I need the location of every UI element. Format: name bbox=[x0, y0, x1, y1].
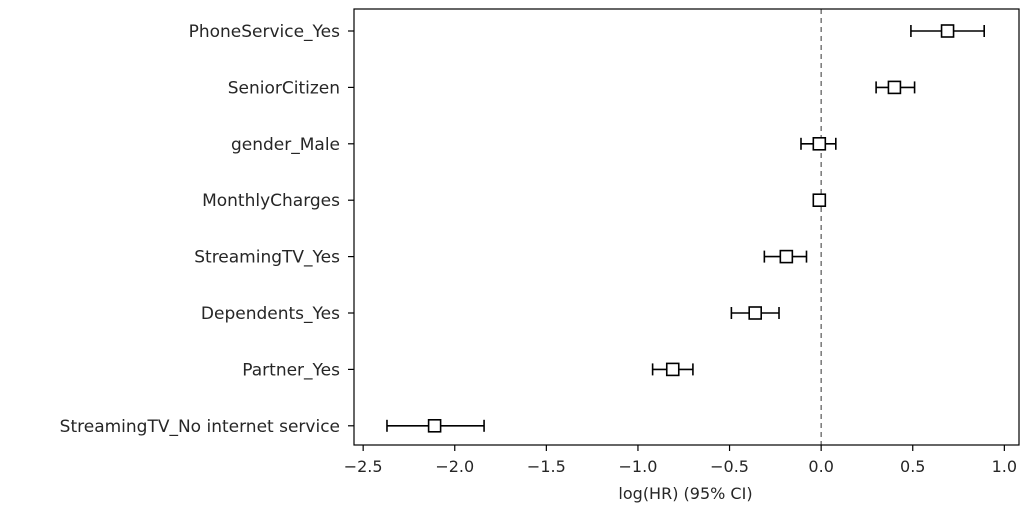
coefficient-marker bbox=[779, 249, 794, 264]
x-tick-label: −1.0 bbox=[619, 457, 658, 476]
coefficient-marker bbox=[812, 193, 827, 207]
y-tick-label: StreamingTV_No internet service bbox=[60, 417, 340, 437]
coefficient-marker bbox=[887, 80, 902, 95]
y-tick-label: MonthlyCharges bbox=[202, 191, 340, 211]
coefficient-marker-layer bbox=[427, 24, 955, 433]
y-tick-label: Dependents_Yes bbox=[201, 304, 340, 324]
y-axis: PhoneService_Yes SeniorCitizen gender_Male… bbox=[60, 22, 354, 437]
coefficient-marker bbox=[940, 24, 955, 38]
x-axis-label: log(HR) (95% CI) bbox=[618, 484, 752, 503]
y-tick-label: StreamingTV_Yes bbox=[194, 248, 340, 268]
x-tick-label: 1.0 bbox=[992, 457, 1017, 476]
coefficient-marker bbox=[665, 362, 680, 377]
y-tick-label: Partner_Yes bbox=[242, 360, 340, 380]
x-tick-label: −1.5 bbox=[527, 457, 566, 476]
y-tick-label: gender_Male bbox=[231, 135, 340, 155]
coefficient-marker bbox=[748, 306, 762, 320]
x-tick-label: −2.0 bbox=[435, 457, 474, 476]
coefficient-marker bbox=[812, 137, 827, 151]
y-tick-label: SeniorCitizen bbox=[228, 78, 340, 98]
plot-frame bbox=[353, 8, 1020, 446]
x-tick-label: 0.0 bbox=[808, 457, 833, 476]
x-tick-label: −0.5 bbox=[710, 457, 749, 476]
coefficient-marker bbox=[427, 418, 442, 433]
y-tick-label: PhoneService_Yes bbox=[189, 22, 341, 42]
x-tick-label: −2.5 bbox=[344, 457, 383, 476]
x-tick-label: 0.5 bbox=[900, 457, 925, 476]
x-axis: −2.5 −2.0 −1.5 −1.0 −0.5 0.0 0.5 1.0 bbox=[344, 445, 1017, 476]
